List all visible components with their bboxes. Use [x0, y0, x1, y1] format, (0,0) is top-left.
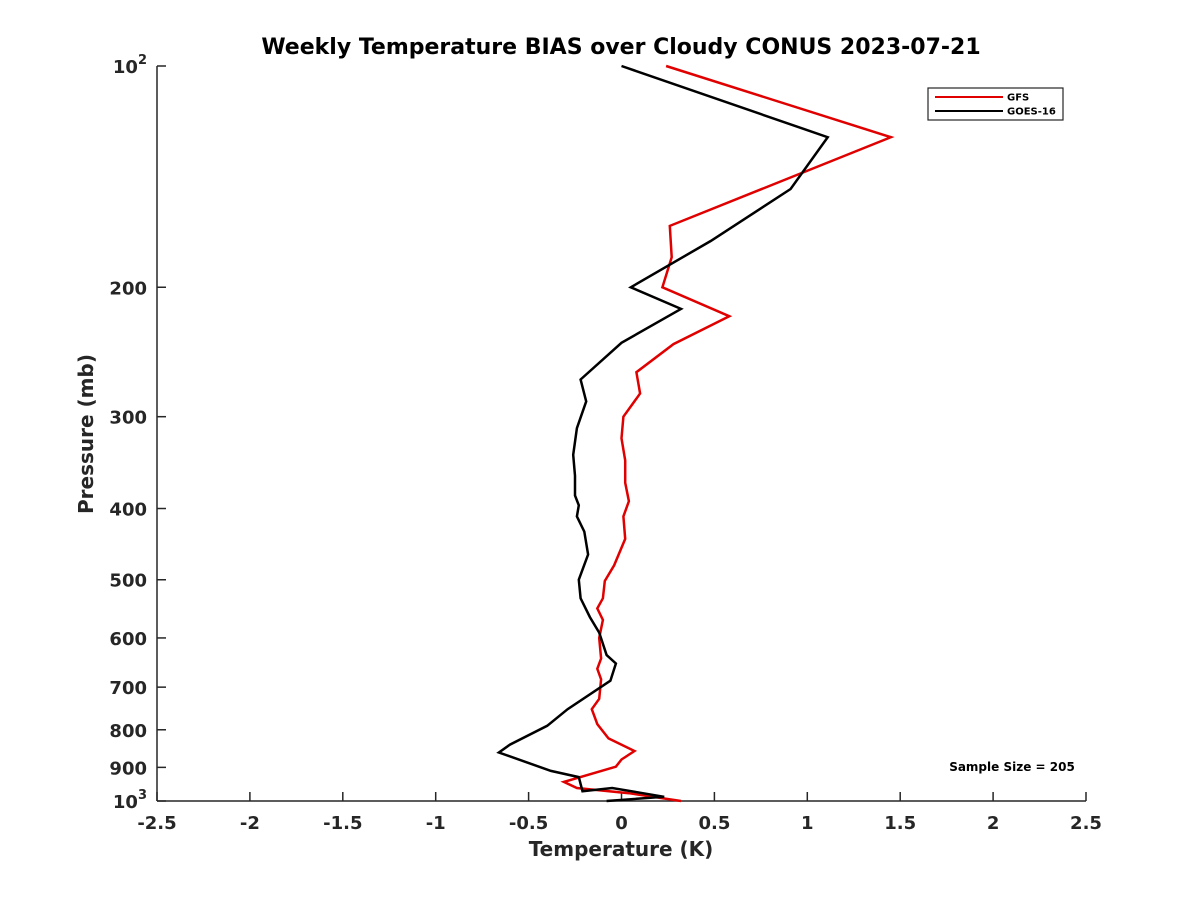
legend-label-gfs: GFS [1007, 93, 1029, 104]
y-ticks: 102 200 300 400 500 600 700 800 900 103 [109, 53, 166, 813]
x-tick-label: -1.5 [323, 813, 362, 834]
x-tick-label: 0.5 [698, 813, 730, 834]
x-tick-label: -2.5 [137, 813, 176, 834]
y-tick-label: 900 [109, 758, 147, 779]
y-tick-label: 200 [109, 278, 147, 299]
y-tick-label: 500 [109, 571, 147, 592]
x-tick-label: 2 [987, 813, 1000, 834]
x-tick-label: -1 [426, 813, 446, 834]
x-tick-label: 0 [615, 813, 628, 834]
x-axis-label: Temperature (K) [529, 837, 714, 861]
series-line-goes16 [496, 64, 830, 803]
series-lines [496, 64, 895, 803]
y-tick-label: 700 [109, 678, 147, 699]
y-tick-label: 400 [109, 500, 147, 521]
y-tick-label: 600 [109, 629, 147, 650]
x-tick-label: 2.5 [1070, 813, 1102, 834]
chart-title: Weekly Temperature BIAS over Cloudy CONU… [261, 35, 980, 60]
y-axis-label: Pressure (mb) [74, 354, 98, 514]
series-line-gfs [560, 64, 895, 803]
sample-size-annotation: Sample Size = 205 [949, 760, 1075, 774]
x-tick-label: -0.5 [509, 813, 548, 834]
legend: GFS GOES-16 [927, 87, 1064, 121]
legend-box [927, 87, 1064, 121]
y-tick-label: 102 [113, 53, 147, 78]
y-tick-label: 300 [109, 408, 147, 429]
plot-area: -2.5 -2 -1.5 -1 -0.5 0 0.5 1 1.5 2 2.5 102 200 300 40… [109, 53, 1102, 834]
legend-label-goes16: GOES-16 [1007, 107, 1056, 118]
x-tick-label: 1.5 [884, 813, 916, 834]
y-tick-label: 800 [109, 721, 147, 742]
x-tick-label: -2 [240, 813, 260, 834]
x-tick-label: 1 [801, 813, 814, 834]
y-tick-label: 103 [113, 788, 147, 813]
x-ticks: -2.5 -2 -1.5 -1 -0.5 0 0.5 1 1.5 2 2.5 [137, 792, 1102, 834]
